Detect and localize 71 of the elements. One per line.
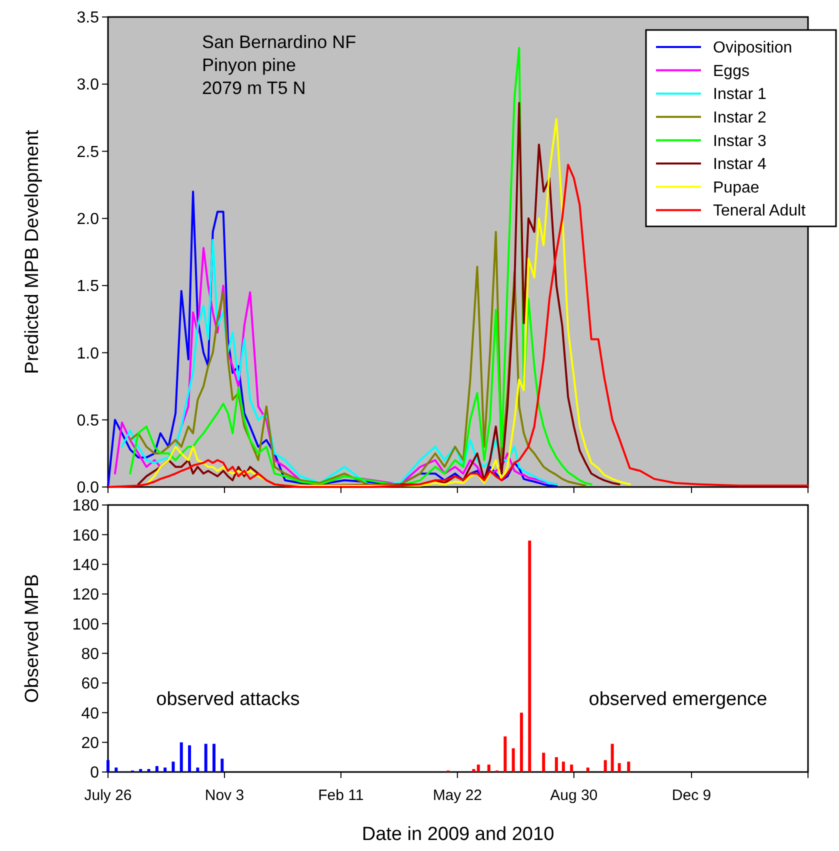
annotation: Pinyon pine [202, 55, 296, 75]
legend-label: Instar 2 [713, 110, 766, 126]
bar [114, 768, 118, 772]
bar [586, 768, 590, 772]
bar [147, 769, 150, 772]
bar [610, 744, 614, 772]
bar [164, 768, 167, 772]
legend-label: Instar 4 [713, 156, 766, 174]
bar [212, 744, 216, 772]
bar [570, 764, 574, 772]
y-tick-label: 20 [81, 734, 100, 752]
x-tick-label: Aug 30 [550, 787, 598, 804]
x-tick-label: May 22 [432, 787, 482, 804]
bar [542, 752, 546, 772]
annotation: observed emergence [588, 689, 768, 710]
bar [139, 769, 142, 772]
bar [504, 736, 507, 772]
legend-label: Oviposition [713, 40, 792, 57]
x-axis-title: Date in 2009 and 2010 [362, 824, 554, 845]
bar [204, 744, 208, 772]
bar [188, 745, 192, 772]
legend-label: Instar 3 [713, 132, 766, 150]
bar [528, 540, 532, 772]
y-axis-title: Observed MPB [22, 574, 43, 703]
bar [472, 769, 476, 772]
legend-label: Eggs [713, 62, 750, 80]
bar [562, 762, 565, 772]
legend-label: Teneral Adult [713, 202, 806, 220]
y-tick-label: 2.5 [76, 144, 100, 161]
legend-label: Pupae [713, 179, 760, 196]
bar [627, 762, 630, 772]
annotation: San Bernardino NF [202, 32, 356, 52]
bar [487, 764, 490, 772]
y-tick-label: 120 [72, 586, 100, 604]
y-tick-label: 0.5 [76, 412, 100, 430]
x-tick-label: July 26 [84, 787, 132, 804]
x-tick-label: Nov 3 [204, 787, 244, 804]
y-tick-label: 3.0 [76, 76, 100, 94]
x-tick-label: Dec 9 [672, 787, 712, 804]
bar [180, 742, 183, 772]
y-tick-label: 180 [72, 498, 100, 515]
bar [604, 760, 607, 772]
x-tick-label: Feb 11 [318, 787, 364, 804]
bar [220, 758, 224, 772]
y-tick-label: 1.0 [76, 345, 100, 362]
line-series [129, 46, 592, 487]
annotation: observed attacks [156, 689, 300, 710]
y-tick-label: 160 [72, 527, 100, 544]
y-tick-label: 0.0 [76, 480, 100, 497]
y-tick-label: 80 [81, 646, 100, 663]
y-tick-label: 60 [81, 676, 100, 693]
legend-label: Instar 1 [713, 86, 766, 104]
bar [106, 760, 110, 772]
y-tick-label: 1.5 [76, 278, 100, 296]
bar [554, 757, 558, 772]
y-tick-label: 100 [72, 616, 100, 634]
bar [196, 768, 200, 772]
y-tick-label: 0 [90, 764, 100, 782]
y-tick-label: 3.5 [76, 10, 100, 27]
bar [476, 764, 480, 772]
bar [172, 762, 175, 772]
bar [155, 766, 158, 772]
annotation: 2079 m T5 N [202, 78, 306, 98]
bar [520, 712, 523, 772]
y-axis-title: Predicted MPB Development [22, 129, 43, 374]
bar [618, 763, 621, 772]
bar [512, 748, 515, 772]
y-tick-label: 40 [81, 705, 100, 722]
y-tick-label: 2.0 [76, 211, 100, 228]
y-tick-label: 140 [72, 556, 100, 574]
line-series [107, 190, 558, 488]
